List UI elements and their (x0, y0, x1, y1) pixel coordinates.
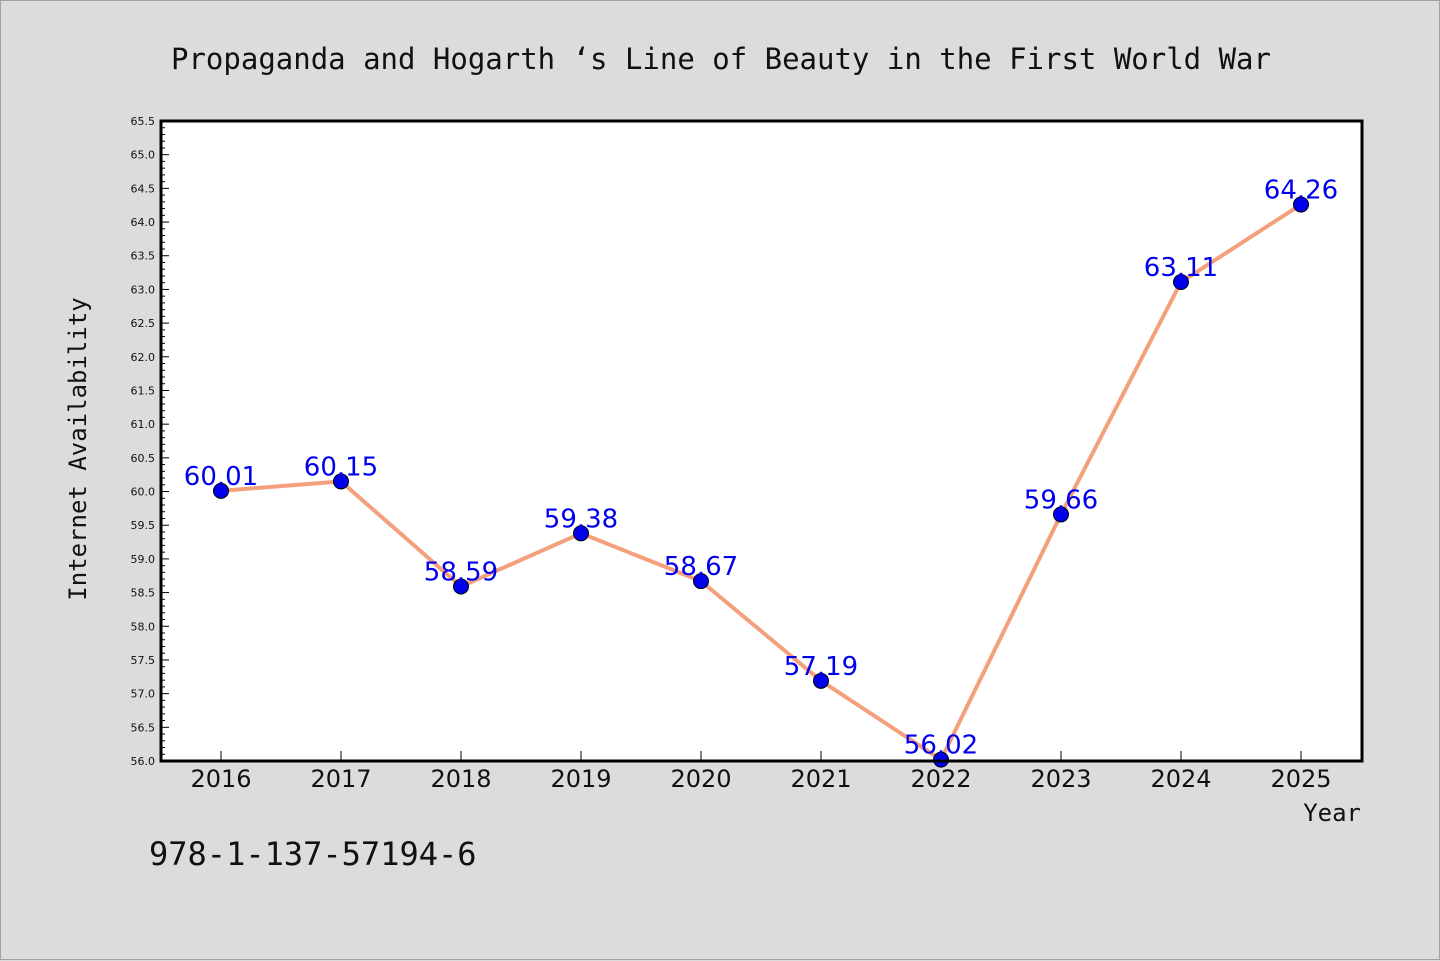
x-tick-label: 2020 (670, 765, 731, 793)
data-label: 57.19 (784, 652, 858, 682)
data-label: 59.66 (1024, 485, 1098, 515)
data-label: 60.01 (184, 462, 258, 492)
x-tick-label: 2022 (910, 765, 971, 793)
x-tick-label: 2017 (310, 765, 371, 793)
y-tick-label: 59.0 (131, 553, 156, 566)
y-tick-label: 56.5 (131, 721, 156, 734)
data-label: 56.02 (904, 731, 978, 761)
y-tick-label: 61.0 (131, 418, 156, 431)
plot-area (161, 121, 1362, 761)
y-tick-label: 58.0 (131, 620, 156, 633)
y-tick-label: 59.5 (131, 519, 156, 532)
chart-title: Propaganda and Hogarth ‘s Line of Beauty… (171, 42, 1271, 76)
y-tick-label: 63.0 (131, 283, 156, 296)
data-point (1053, 506, 1069, 523)
data-point (453, 578, 469, 595)
series-line (220, 202, 1303, 762)
y-tick-label: 63.5 (131, 250, 156, 263)
data-label: 63.11 (1144, 253, 1218, 283)
x-tick-label: 2016 (190, 765, 251, 793)
data-point (1173, 274, 1189, 291)
y-tick-label: 61.5 (131, 384, 156, 397)
x-tick-label: 2021 (790, 765, 851, 793)
y-tick-label: 57.0 (131, 688, 156, 701)
y-tick-label: 60.5 (131, 452, 156, 465)
y-tick-label: 64.0 (131, 216, 156, 229)
data-point (573, 525, 589, 542)
y-tick-label: 57.5 (131, 654, 156, 667)
data-label: 58.59 (424, 558, 498, 588)
x-tick-label: 2018 (430, 765, 491, 793)
data-point (213, 482, 229, 499)
isbn-footnote: 978-1-137-57194-6 (149, 835, 477, 873)
series-layer: 60.01 60.15 58.59 59.38 58.67 57.19 56.02 59.66… (184, 176, 1338, 768)
y-tick-label: 65.0 (131, 149, 156, 162)
x-axis-ticks: 2016 2017 2018 2019 2020 2021 2022 2023 2024 2025 (190, 751, 1332, 793)
plot-frame (159, 119, 1364, 763)
x-tick-label: 2025 (1270, 765, 1331, 793)
y-tick-label: 62.0 (131, 351, 156, 364)
y-tick-label: 58.5 (131, 587, 156, 600)
data-label: 58.67 (664, 552, 738, 582)
x-axis-label: Year (1303, 799, 1361, 827)
x-tick-label: 2023 (1030, 765, 1091, 793)
y-tick-label: 56.0 (131, 755, 156, 768)
y-tick-label: 64.5 (131, 182, 156, 195)
data-point (813, 672, 829, 689)
y-axis-label: Internet Availability (64, 297, 92, 600)
data-point (1293, 196, 1309, 213)
x-tick-label: 2019 (550, 765, 611, 793)
x-tick-label: 2024 (1150, 765, 1211, 793)
y-tick-label: 60.0 (131, 486, 156, 499)
data-point (333, 473, 349, 490)
y-tick-label: 62.5 (131, 317, 156, 330)
y-tick-label: 65.5 (131, 115, 156, 128)
data-point (693, 573, 709, 590)
data-label: 60.15 (304, 452, 378, 482)
data-label: 64.26 (1264, 176, 1338, 206)
data-label: 59.38 (544, 504, 618, 534)
